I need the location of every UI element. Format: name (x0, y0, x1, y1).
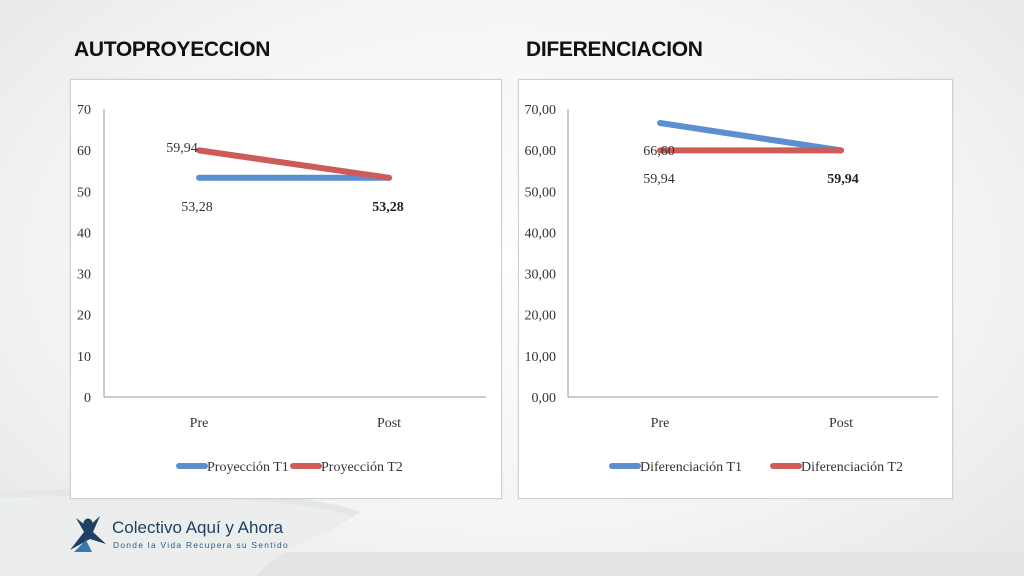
y-tick-label: 40,00 (525, 226, 557, 241)
chart-autoproyeccion: 0 10 20 30 40 50 60 70 Pre Post 59,94 53,28 53,28 Pro… (77, 103, 486, 475)
y-tick-label: 20 (77, 309, 91, 324)
chart-title-autoproyeccion: AUTOPROYECCION (74, 38, 271, 61)
data-label: 53,28 (372, 200, 404, 215)
data-label: 59,94 (643, 172, 675, 187)
y-tick-label: 30,00 (525, 268, 557, 283)
chart-panel-diferenciacion: 0,00 10,00 20,00 30,00 40,00 50,00 60,00 70,00 P… (518, 79, 953, 499)
x-tick-label: Pre (190, 416, 209, 431)
legend-label: Diferenciación T1 (640, 460, 742, 475)
y-tick-label: 20,00 (525, 309, 557, 324)
y-tick-label: 50,00 (525, 185, 557, 200)
y-tick-label: 70 (77, 103, 91, 118)
data-label: 53,28 (181, 200, 213, 215)
data-label: 66,60 (643, 144, 675, 159)
y-tick-label: 0 (84, 391, 91, 406)
chart-title-diferenciacion: DIFERENCIACION (526, 38, 703, 61)
logo-name: Colectivo Aquí y Ahora (112, 518, 284, 537)
legend-label: Proyección T2 (321, 460, 403, 475)
chart-diferenciacion: 0,00 10,00 20,00 30,00 40,00 50,00 60,00 70,00 P… (525, 103, 938, 475)
legend-label: Proyección T1 (207, 460, 289, 475)
y-tick-label: 70,00 (525, 103, 557, 118)
series-line (657, 119, 844, 154)
chart-panel-autoproyeccion: 0 10 20 30 40 50 60 70 Pre Post 59,94 53,28 53,28 Pro… (70, 79, 502, 499)
y-tick-label: 10 (77, 350, 91, 365)
y-tick-label: 60 (77, 144, 91, 159)
footer-swoosh (0, 488, 360, 576)
data-label: 59,94 (166, 141, 198, 156)
data-label: 59,94 (827, 172, 859, 187)
legend-label: Diferenciación T2 (801, 460, 903, 475)
x-tick-label: Pre (651, 416, 670, 431)
series-line (196, 147, 392, 181)
logo-tagline: Donde la Vida Recupera su Sentido (113, 540, 289, 550)
y-tick-label: 0,00 (532, 391, 557, 406)
y-tick-label: 10,00 (525, 350, 557, 365)
y-tick-label: 60,00 (525, 144, 557, 159)
y-tick-label: 30 (77, 268, 91, 283)
logo: Colectivo Aquí y Ahora Donde la Vida Rec… (66, 510, 366, 556)
x-tick-label: Post (377, 416, 401, 431)
x-tick-label: Post (829, 416, 853, 431)
person-star-icon (70, 516, 106, 552)
y-tick-label: 40 (77, 226, 91, 241)
y-tick-label: 50 (77, 185, 91, 200)
